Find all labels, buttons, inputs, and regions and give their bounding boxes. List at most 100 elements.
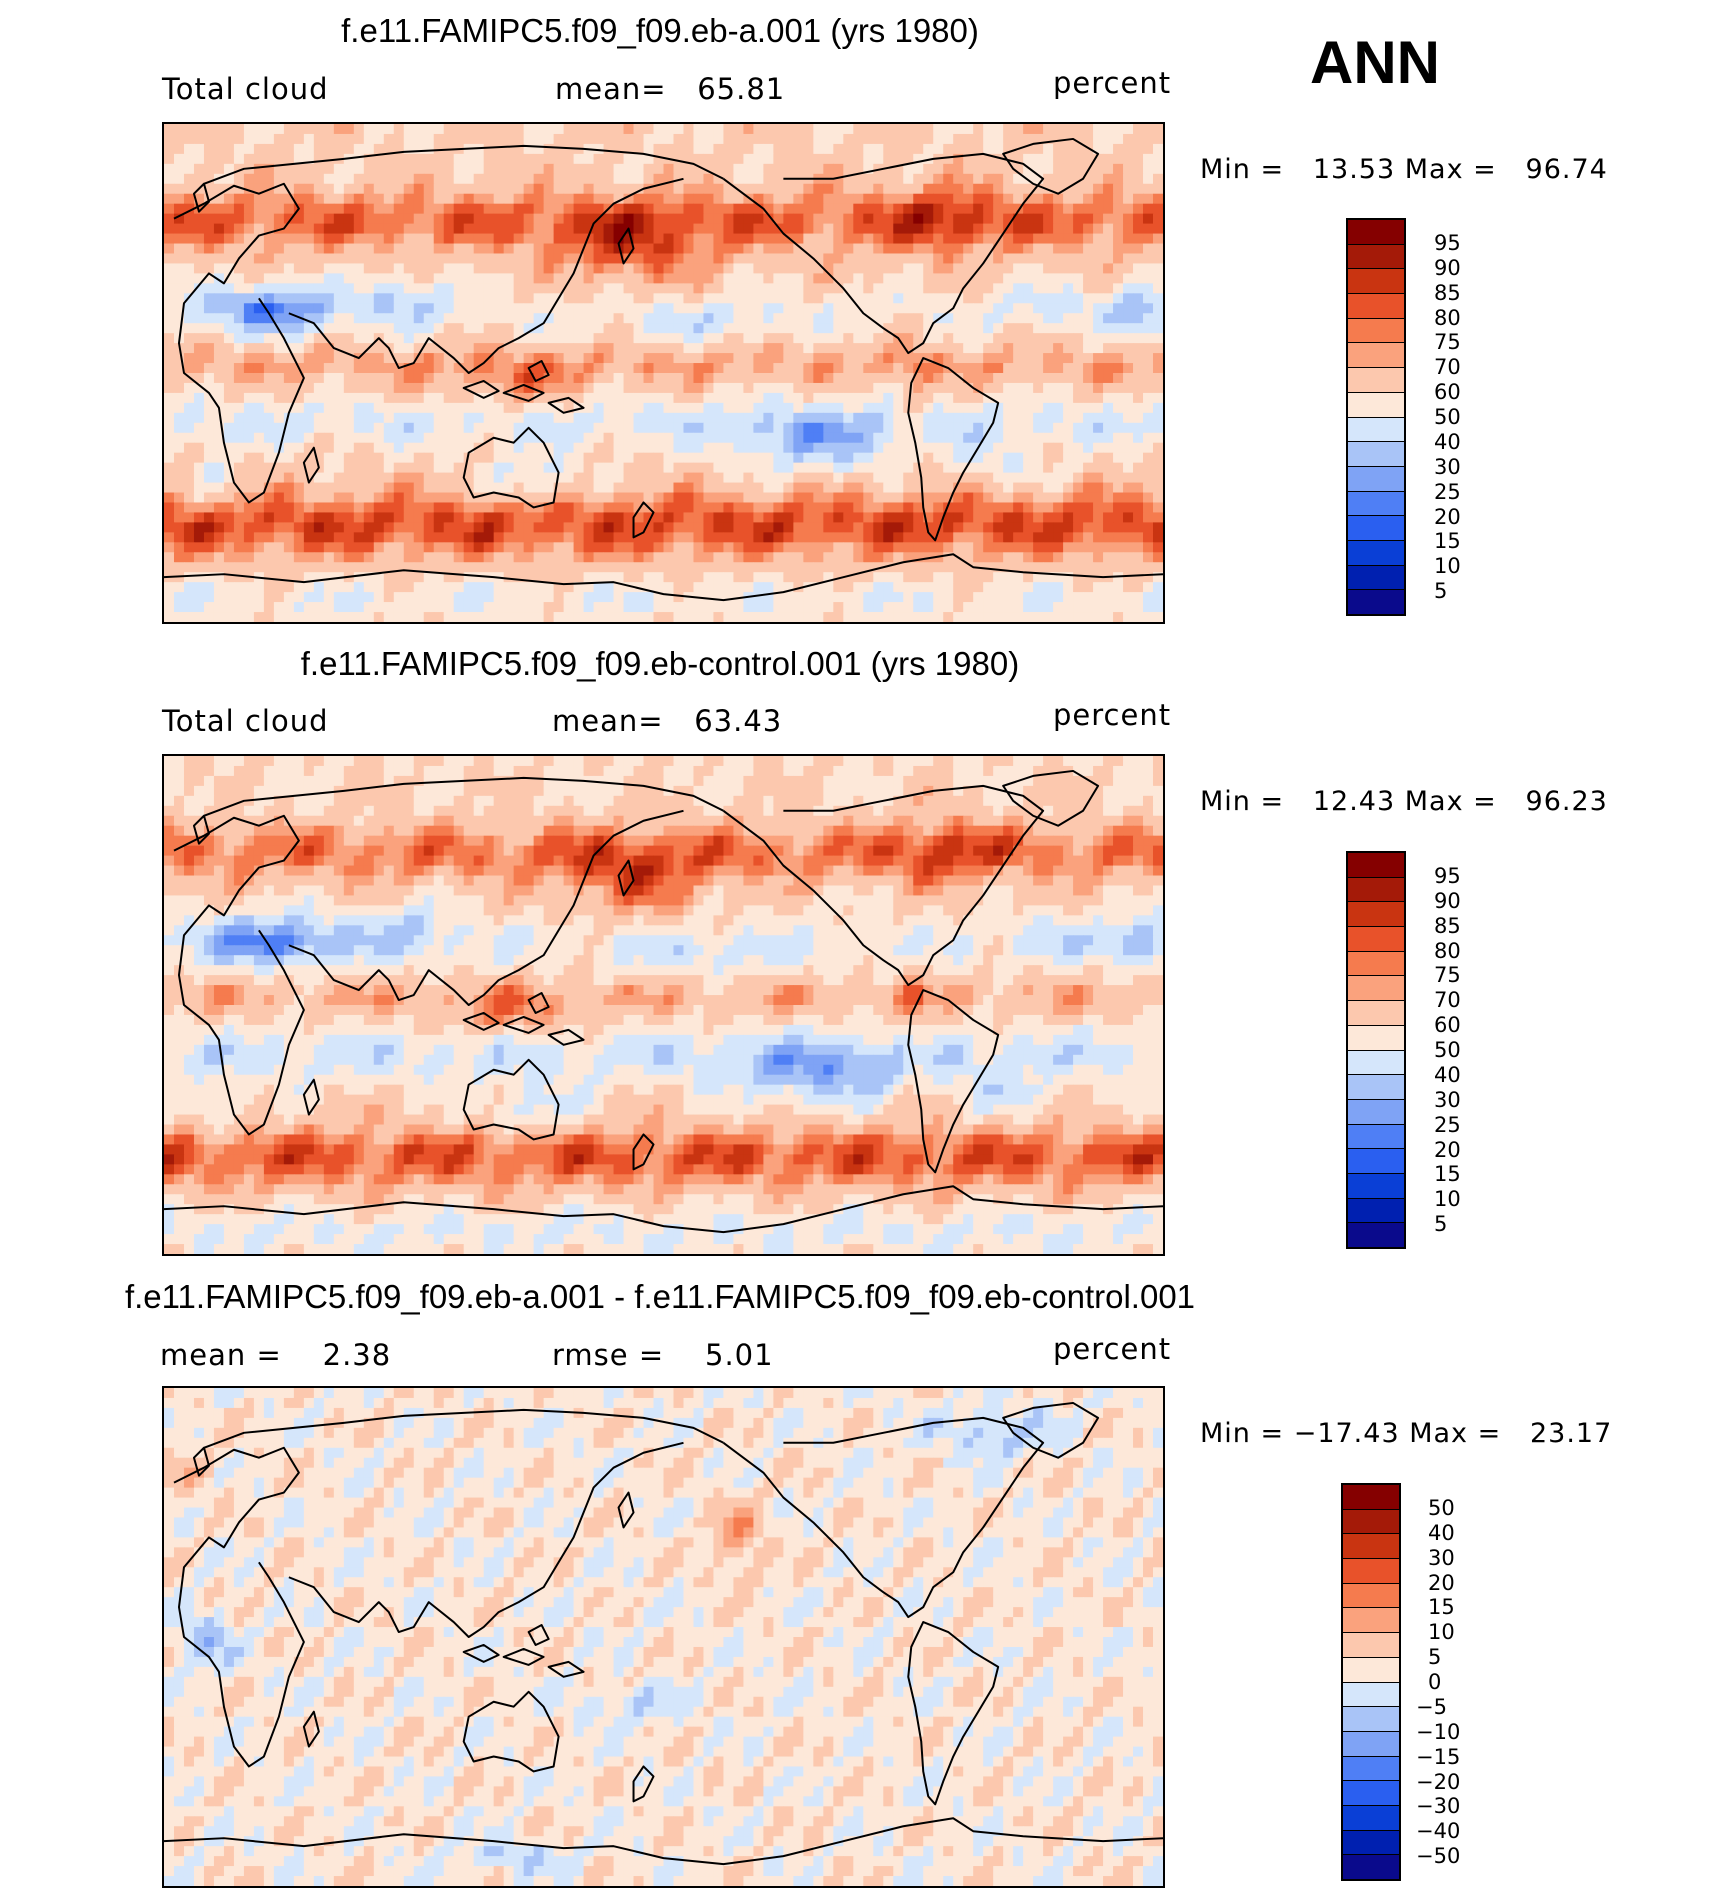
field-cell xyxy=(513,343,525,354)
field-cell xyxy=(164,323,175,334)
field-cell xyxy=(633,532,645,543)
field-cell xyxy=(423,124,435,135)
field-cell xyxy=(533,124,545,135)
field-cell xyxy=(643,542,655,553)
field-cell xyxy=(1053,153,1064,165)
field-cell xyxy=(793,373,804,384)
field-cell xyxy=(643,343,655,354)
field-cell xyxy=(863,283,874,294)
field-cell xyxy=(723,333,734,344)
field-cell xyxy=(503,612,515,622)
field-cell xyxy=(723,432,734,444)
field-cell xyxy=(1113,303,1124,314)
field-cell xyxy=(1043,303,1054,314)
field-cell xyxy=(233,233,245,245)
field-cell xyxy=(1053,412,1064,424)
field-cell xyxy=(1113,462,1124,474)
field-cell xyxy=(793,392,804,404)
field-cell xyxy=(993,243,1004,254)
field-cell xyxy=(893,422,904,434)
field-cell xyxy=(1083,592,1094,603)
field-cell xyxy=(703,382,714,394)
field-cell xyxy=(603,153,615,165)
field-cell xyxy=(1013,542,1024,553)
field-cell xyxy=(363,203,375,215)
field-cell xyxy=(263,323,275,334)
field-cell xyxy=(863,482,874,494)
field-cell xyxy=(233,193,245,205)
field-cell xyxy=(623,602,635,613)
field-cell xyxy=(693,602,704,613)
field-cell xyxy=(453,253,465,264)
field-cell xyxy=(1153,592,1163,603)
field-cell xyxy=(383,522,395,533)
field-cell xyxy=(393,412,405,424)
field-cell xyxy=(873,303,884,314)
field-cell xyxy=(403,592,415,603)
field-cell xyxy=(523,612,535,622)
field-cell xyxy=(473,612,485,622)
field-cell xyxy=(363,183,375,195)
field-cell xyxy=(893,442,904,454)
field-cell xyxy=(853,402,864,414)
field-cell xyxy=(873,512,884,523)
field-cell xyxy=(1023,373,1034,384)
field-cell xyxy=(823,422,834,434)
field-cell xyxy=(393,462,405,474)
field-cell xyxy=(913,602,924,613)
field-cell xyxy=(833,512,844,523)
field-cell xyxy=(253,502,265,513)
field-cell xyxy=(843,373,854,384)
field-cell xyxy=(1133,373,1144,384)
field-cell xyxy=(543,562,555,573)
field-cell xyxy=(533,542,545,553)
field-cell xyxy=(1003,173,1014,185)
field-cell xyxy=(843,243,854,254)
field-cell xyxy=(843,422,854,434)
field-cell xyxy=(853,293,864,304)
field-cell xyxy=(803,243,814,254)
field-cell xyxy=(823,552,834,563)
field-cell xyxy=(1093,522,1104,533)
field-cell xyxy=(313,552,325,563)
field-cell xyxy=(833,133,844,145)
field-cell xyxy=(843,253,854,264)
field-cell xyxy=(303,343,315,354)
field-cell xyxy=(813,153,824,165)
field-cell xyxy=(313,472,325,484)
field-cell xyxy=(913,422,924,434)
field-cell xyxy=(333,612,345,622)
field-cell xyxy=(373,522,385,533)
field-cell xyxy=(253,412,265,424)
field-cell xyxy=(963,143,974,155)
field-cell xyxy=(963,373,974,384)
field-cell xyxy=(743,153,754,165)
field-cell xyxy=(503,143,515,155)
field-cell xyxy=(993,392,1004,404)
field-cell xyxy=(913,612,924,622)
field-cell xyxy=(883,522,894,533)
field-cell xyxy=(983,353,994,364)
field-cell xyxy=(1093,333,1104,344)
field-cell xyxy=(333,173,345,185)
field-cell xyxy=(363,173,375,185)
field-cell xyxy=(583,552,595,563)
field-cell xyxy=(253,592,265,603)
field-cell xyxy=(893,562,904,573)
field-cell xyxy=(263,602,275,613)
field-cell xyxy=(963,213,974,225)
field-cell xyxy=(423,173,435,185)
field-cell xyxy=(753,143,764,155)
field-cell xyxy=(1113,243,1124,254)
field-cell xyxy=(763,512,774,523)
field-cell xyxy=(733,462,744,474)
field-cell xyxy=(783,243,794,254)
field-cell xyxy=(1063,592,1074,603)
field-cell xyxy=(563,482,575,494)
field-cell xyxy=(573,273,585,284)
field-cell xyxy=(683,313,694,324)
field-cell xyxy=(653,133,664,145)
field-cell xyxy=(313,452,325,464)
field-cell xyxy=(283,203,295,215)
field-cell xyxy=(963,582,974,593)
